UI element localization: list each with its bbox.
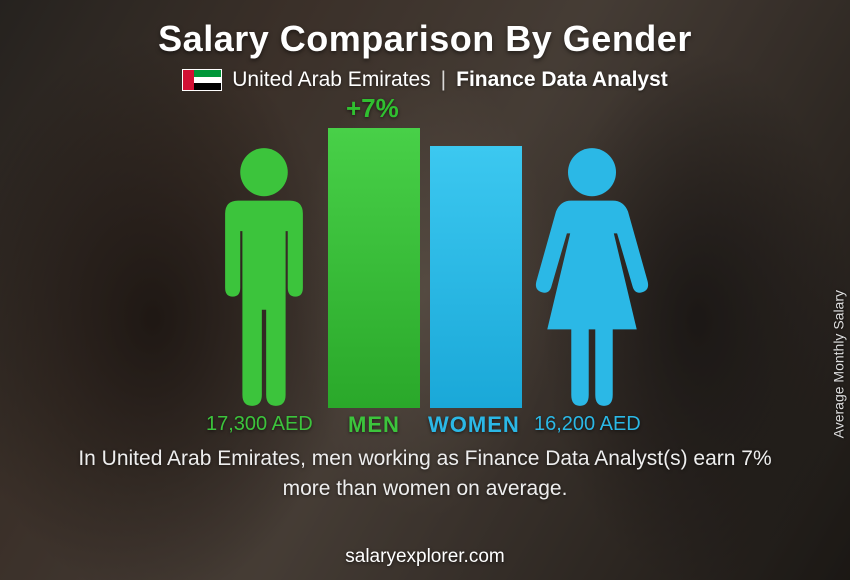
female-bar <box>430 146 522 408</box>
job-title-label: Finance Data Analyst <box>456 68 668 92</box>
y-axis-label: Average Monthly Salary <box>830 290 846 438</box>
divider: | <box>441 68 446 92</box>
flag-stripe-green <box>194 70 221 77</box>
flag-stripe-black <box>194 83 221 90</box>
flag-stripes <box>194 70 221 90</box>
women-category-label: WOMEN <box>428 412 520 438</box>
male-person-icon <box>210 146 318 408</box>
women-value-label: 16,200 AED <box>534 413 641 436</box>
subtitle-row: United Arab Emirates | Finance Data Anal… <box>0 68 850 92</box>
country-label: United Arab Emirates <box>232 68 430 92</box>
men-value-label: 17,300 AED <box>206 413 313 436</box>
delta-label: +7% <box>346 93 399 124</box>
footer-source: salaryexplorer.com <box>0 546 850 568</box>
uae-flag-icon <box>182 69 222 91</box>
page-title: Salary Comparison By Gender <box>0 18 850 60</box>
chart-area: +7% 17,300 AED MEN WOMEN 16,200 AED <box>105 104 745 444</box>
female-person-icon <box>532 146 652 408</box>
description-text: In United Arab Emirates, men working as … <box>55 444 795 505</box>
flag-stripe-white <box>194 77 221 84</box>
men-category-label: MEN <box>348 412 400 438</box>
male-bar <box>328 128 420 408</box>
content-container: Salary Comparison By Gender United Arab … <box>0 0 850 580</box>
